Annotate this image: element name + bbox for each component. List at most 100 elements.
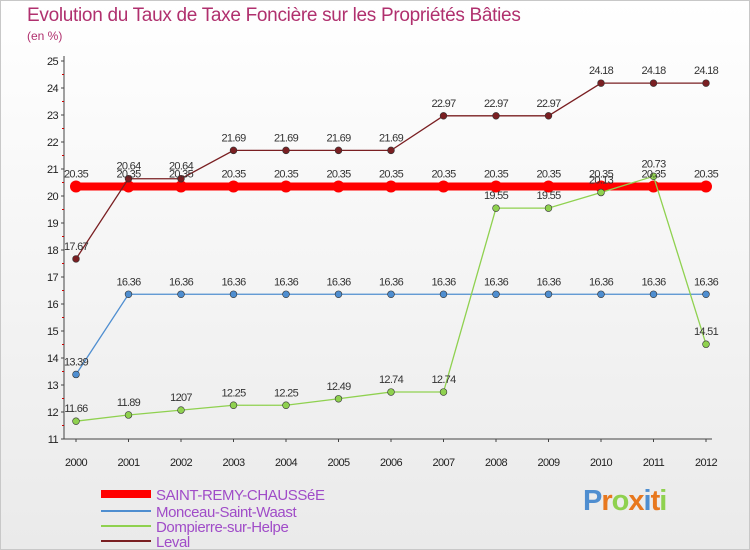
data-label: 16.36 xyxy=(484,276,509,288)
data-point xyxy=(439,112,448,120)
data-label: 20.35 xyxy=(64,169,89,181)
data-label: 24.18 xyxy=(694,65,719,77)
x-tick-label: 2012 xyxy=(695,457,718,469)
data-point xyxy=(544,290,553,298)
series-2 xyxy=(72,172,710,425)
data-point xyxy=(70,180,82,193)
data-label: 22.97 xyxy=(536,98,561,110)
data-point xyxy=(437,180,450,193)
data-point xyxy=(597,290,605,298)
data-label: 17.67 xyxy=(64,241,89,253)
y-tick-label: 17 xyxy=(47,272,59,284)
data-point xyxy=(332,180,345,193)
x-tick-label: 2005 xyxy=(327,457,350,469)
data-label: 13.39 xyxy=(64,356,89,368)
x-tick-label: 2002 xyxy=(170,457,193,469)
data-label: 16.36 xyxy=(536,276,561,288)
data-label: 24.18 xyxy=(589,65,614,77)
data-label: 11.66 xyxy=(64,403,88,415)
data-point xyxy=(544,112,553,120)
series-line xyxy=(75,293,706,375)
y-tick-label: 22 xyxy=(47,137,59,149)
data-point xyxy=(229,146,238,155)
data-label: 21.69 xyxy=(379,132,404,144)
data-label: 16.36 xyxy=(116,276,141,288)
data-point xyxy=(649,79,658,87)
y-tick-label: 20 xyxy=(47,191,59,203)
data-point xyxy=(282,401,290,409)
x-tick-label: 2006 xyxy=(380,457,403,469)
data-point xyxy=(597,188,605,197)
data-point xyxy=(387,290,395,298)
data-point xyxy=(334,395,343,403)
data-label: 20.35 xyxy=(484,169,509,181)
data-label: 22.97 xyxy=(484,98,509,110)
y-tick-label: 19 xyxy=(47,218,59,230)
chart-title: Evolution du Taux de Taxe Foncière sur l… xyxy=(27,5,521,26)
logo-letter: o xyxy=(611,485,630,517)
data-label: 21.69 xyxy=(221,132,246,144)
y-tick-label: 23 xyxy=(47,110,59,122)
y-tick-label: 11 xyxy=(48,434,59,446)
data-point xyxy=(595,180,607,193)
data-label: 12.49 xyxy=(326,381,351,393)
data-point xyxy=(702,290,710,298)
data-label: 11.89 xyxy=(117,397,141,409)
data-point xyxy=(702,340,710,348)
data-point xyxy=(597,79,605,87)
data-point xyxy=(387,388,395,396)
y-tick-label: 21 xyxy=(47,164,59,176)
data-label: 20.35 xyxy=(589,169,614,181)
data-label: 1207 xyxy=(170,392,192,404)
logo-letter: i xyxy=(659,485,667,517)
legend-label: Dompierre-sur-Helpe xyxy=(156,519,288,536)
data-label: 20.35 xyxy=(431,169,456,181)
y-tick-label: 14 xyxy=(47,353,59,365)
data-point xyxy=(124,411,133,419)
series-0 xyxy=(70,180,712,193)
series-1 xyxy=(72,290,710,379)
y-tick-label: 15 xyxy=(47,326,59,338)
logo-letter: t xyxy=(650,485,661,517)
y-tick-label: 13 xyxy=(47,380,59,392)
x-tick-label: 2007 xyxy=(432,457,455,469)
data-label: 16.36 xyxy=(169,276,194,288)
data-point xyxy=(227,180,240,193)
data-point xyxy=(177,290,185,298)
y-tick-label: 12 xyxy=(47,407,59,419)
data-label: 14.51 xyxy=(694,326,719,338)
data-point xyxy=(649,172,658,180)
data-label: 21.69 xyxy=(274,132,299,144)
data-point xyxy=(124,290,133,298)
data-point xyxy=(282,146,290,155)
data-label: 20.64 xyxy=(116,161,141,173)
data-label: 19.55 xyxy=(484,190,509,202)
x-tick-label: 2004 xyxy=(275,457,298,469)
data-label: 20.73 xyxy=(641,158,666,170)
x-tick-label: 2008 xyxy=(485,457,508,469)
data-point xyxy=(72,370,80,379)
data-point xyxy=(492,290,500,298)
data-label: 20.35 xyxy=(221,169,246,181)
data-point xyxy=(124,175,133,183)
data-label: 16.36 xyxy=(694,276,719,288)
data-point xyxy=(229,401,238,409)
data-label: 22.97 xyxy=(431,98,456,110)
data-label: 20.35 xyxy=(641,169,666,181)
data-label: 16.36 xyxy=(589,276,614,288)
data-point xyxy=(229,290,238,298)
logo-letter: x xyxy=(628,485,644,517)
x-tick-label: 2001 xyxy=(117,457,140,469)
y-tick-label: 16 xyxy=(47,299,59,311)
y-tick-label: 18 xyxy=(47,245,59,257)
data-label: 20.35 xyxy=(379,169,404,181)
data-point xyxy=(647,180,660,193)
data-point xyxy=(334,146,343,155)
y-tick-label: 25 xyxy=(47,56,59,68)
x-tick-label: 2003 xyxy=(222,457,245,469)
data-point xyxy=(334,290,343,298)
series-3 xyxy=(72,79,710,263)
data-label: 20.64 xyxy=(169,161,194,173)
data-point xyxy=(282,290,290,298)
